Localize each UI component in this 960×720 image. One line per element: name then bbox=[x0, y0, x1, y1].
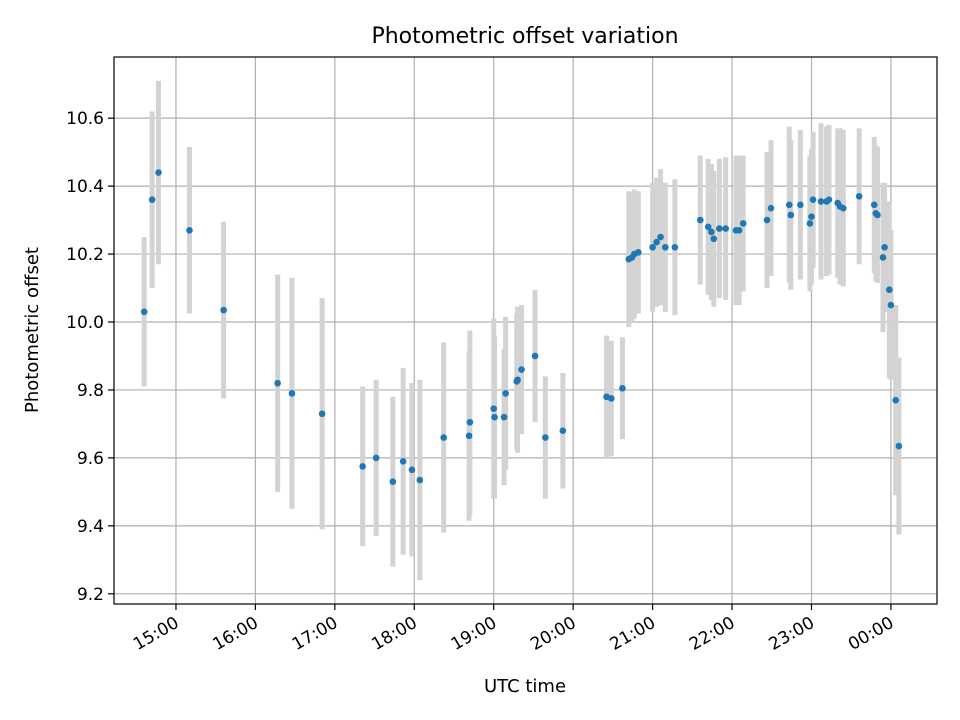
x-tick-label: 23:00 bbox=[766, 613, 818, 655]
data-point bbox=[607, 395, 615, 402]
y-tick-label: 9.6 bbox=[77, 449, 104, 469]
data-point bbox=[797, 201, 804, 209]
data-point bbox=[870, 201, 878, 209]
data-point bbox=[735, 226, 743, 234]
grid bbox=[114, 57, 937, 604]
x-axis-ticks: 15:00 16:00 17:00 18:00 19:00 20:00 21:00 22:00… bbox=[130, 604, 897, 655]
x-tick-label: 21:00 bbox=[607, 613, 659, 655]
x-tick-label: 16:00 bbox=[209, 613, 261, 655]
data-point bbox=[763, 216, 771, 224]
data-point bbox=[619, 384, 626, 392]
data-point bbox=[288, 390, 296, 397]
data-point bbox=[155, 169, 162, 176]
data-point bbox=[518, 366, 525, 373]
data-point bbox=[500, 413, 508, 421]
data-point bbox=[716, 225, 723, 232]
data-point bbox=[895, 442, 903, 450]
y-axis-label: Photometric offset bbox=[22, 247, 43, 413]
data-point bbox=[465, 432, 473, 440]
data-point bbox=[806, 220, 814, 227]
data-point bbox=[466, 418, 474, 426]
data-point bbox=[542, 434, 549, 441]
x-tick-label: 18:00 bbox=[368, 613, 420, 655]
data-point bbox=[318, 410, 326, 418]
data-point bbox=[491, 413, 498, 421]
data-point bbox=[886, 286, 893, 294]
x-tick-label: 22:00 bbox=[686, 613, 738, 655]
data-point bbox=[710, 235, 718, 243]
data-point bbox=[809, 196, 817, 203]
data-point bbox=[531, 352, 539, 360]
x-tick-label: 20:00 bbox=[527, 613, 579, 655]
errorbars bbox=[141, 80, 902, 581]
data-point bbox=[416, 476, 424, 484]
data-point bbox=[787, 211, 795, 219]
y-tick-label: 10.2 bbox=[66, 245, 104, 265]
x-tick-label: 19:00 bbox=[448, 613, 500, 655]
x-tick-label: 17:00 bbox=[289, 613, 341, 655]
data-point bbox=[657, 233, 664, 241]
data-point bbox=[708, 228, 715, 236]
y-tick-label: 9.8 bbox=[77, 381, 104, 401]
data-point bbox=[389, 478, 397, 485]
data-point bbox=[808, 213, 815, 220]
data-point bbox=[739, 220, 747, 227]
data-point bbox=[767, 204, 775, 212]
data-point bbox=[140, 308, 148, 316]
data-point bbox=[855, 192, 863, 200]
data-point bbox=[874, 211, 881, 219]
data-point bbox=[502, 390, 509, 397]
data-point bbox=[408, 466, 416, 474]
data-point bbox=[399, 458, 407, 465]
data-point bbox=[274, 379, 281, 387]
data-point bbox=[559, 427, 567, 435]
y-tick-label: 10.4 bbox=[66, 177, 104, 197]
data-point bbox=[653, 238, 660, 246]
data-point bbox=[881, 243, 888, 251]
data-point bbox=[372, 454, 380, 462]
data-point bbox=[696, 216, 704, 224]
data-point bbox=[671, 243, 679, 251]
data-point bbox=[887, 301, 895, 309]
data-point bbox=[186, 226, 193, 234]
x-tick-label: 15:00 bbox=[130, 613, 182, 655]
y-tick-label: 9.2 bbox=[77, 585, 104, 605]
y-tick-label: 9.4 bbox=[77, 517, 104, 537]
data-point bbox=[892, 396, 899, 404]
data-point bbox=[662, 243, 669, 251]
data-point bbox=[817, 198, 825, 205]
data-point bbox=[839, 204, 847, 212]
data-point bbox=[490, 405, 498, 412]
y-axis-ticks: 9.2 9.4 9.6 9.8 10.0 10.2 10.4 10.6 bbox=[66, 109, 114, 605]
data-point bbox=[722, 225, 729, 232]
data-points bbox=[140, 169, 903, 485]
chart-title: Photometric offset variation bbox=[371, 24, 678, 49]
data-point bbox=[785, 201, 793, 209]
data-point bbox=[879, 254, 887, 261]
plot-frame bbox=[113, 56, 938, 605]
y-tick-label: 10.0 bbox=[66, 313, 104, 333]
data-point bbox=[148, 196, 156, 203]
x-tick-label: 00:00 bbox=[845, 613, 897, 655]
data-point bbox=[704, 223, 712, 231]
data-point bbox=[825, 196, 833, 203]
data-point bbox=[220, 306, 227, 314]
data-point bbox=[359, 463, 366, 470]
data-point bbox=[635, 249, 642, 256]
x-axis-label: UTC time bbox=[484, 676, 566, 697]
data-point bbox=[649, 243, 656, 251]
data-point bbox=[514, 376, 521, 384]
data-point bbox=[440, 434, 447, 441]
y-tick-label: 10.6 bbox=[66, 109, 104, 129]
